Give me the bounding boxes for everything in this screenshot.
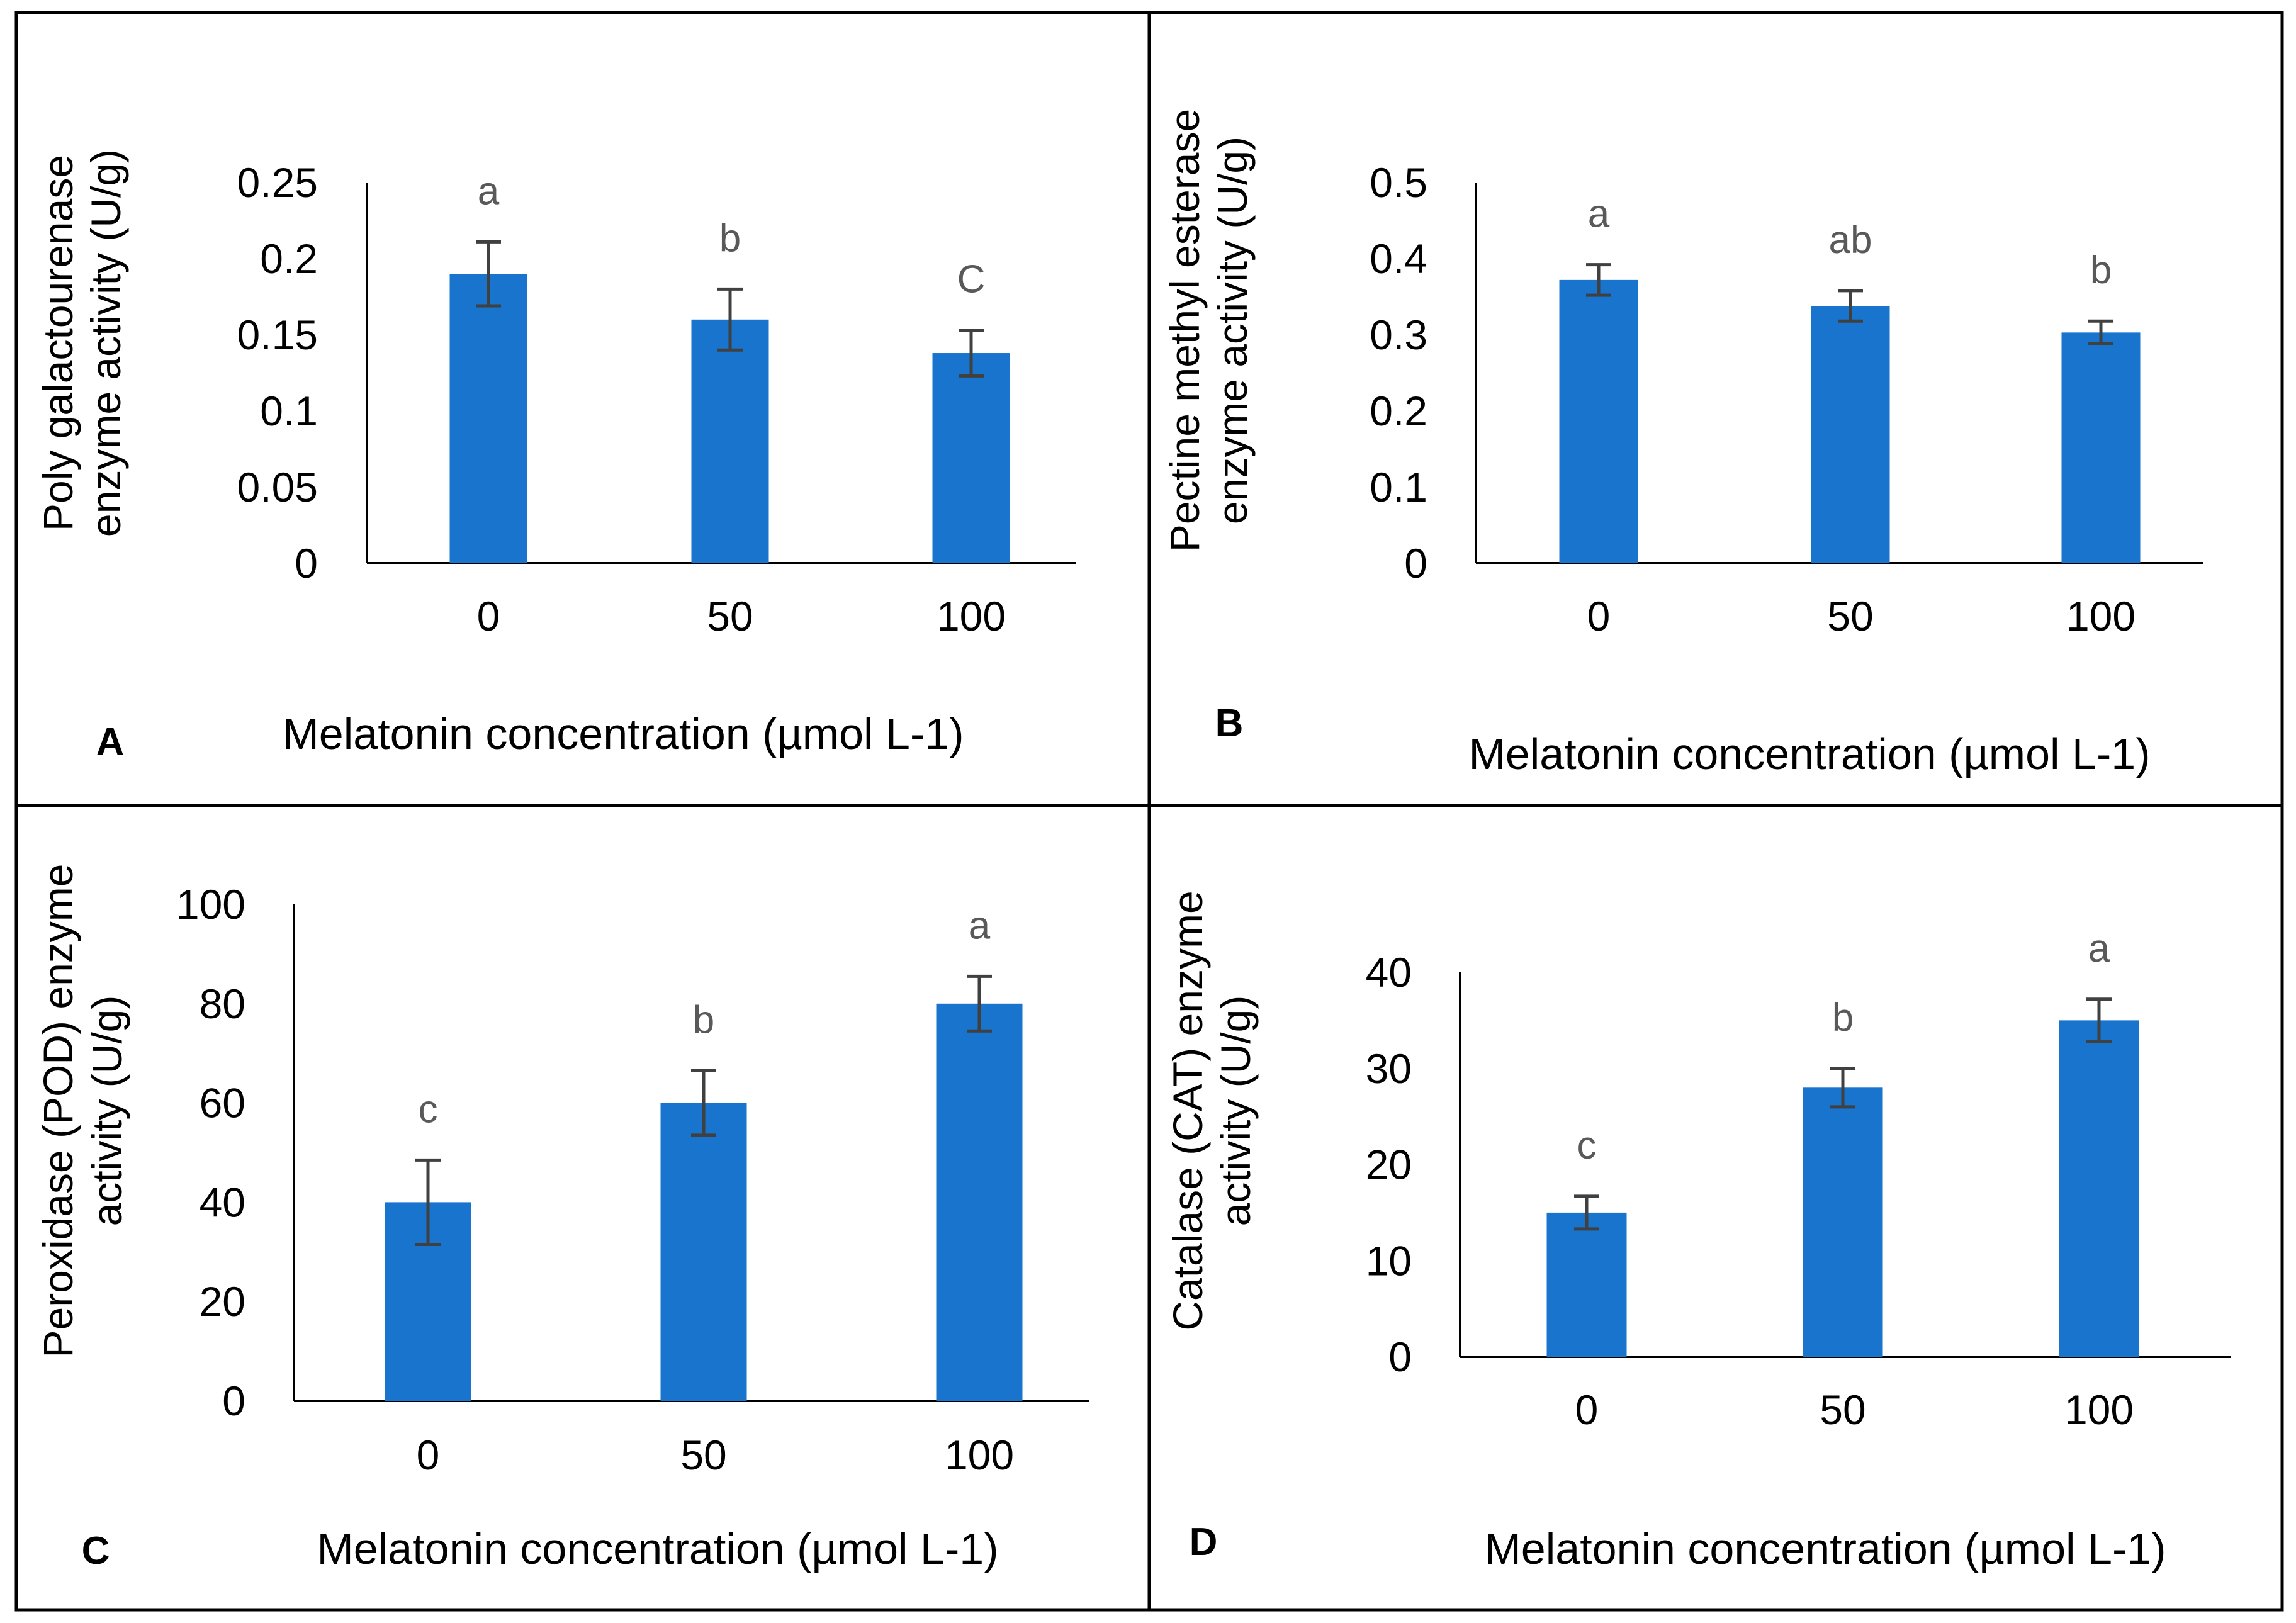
- significance-letter: c: [419, 1087, 438, 1131]
- y-tick-label: 0.05: [237, 464, 318, 510]
- y-tick-label: 0: [295, 540, 318, 587]
- bar-50: [1811, 306, 1890, 563]
- panel-label: D: [1190, 1520, 1218, 1564]
- error-bar: [2088, 319, 2113, 346]
- y-tick-label: 0: [1404, 540, 1427, 587]
- bar-50: [660, 1103, 747, 1401]
- x-tick-label: 100: [2066, 593, 2136, 639]
- panel-label: B: [1215, 702, 1244, 745]
- error-bar: [476, 240, 501, 308]
- y-tick-label: 100: [176, 881, 245, 928]
- x-tick-label: 0: [1575, 1386, 1599, 1433]
- y-tick-label: 0.2: [260, 235, 318, 282]
- bar-50: [1803, 1087, 1883, 1357]
- significance-letter: c: [1577, 1124, 1597, 1167]
- y-axis-label: enzyme activity (U/g): [1209, 137, 1256, 524]
- panel-c: 0 20 40 60 80 100 c 0 b 50 a 100 Peroxidase (POD) en…: [35, 864, 1089, 1573]
- error-bar: [959, 329, 984, 378]
- y-tick-label: 0.5: [1370, 159, 1427, 206]
- error-bar: [691, 1069, 716, 1137]
- panel-d: 0 10 20 30 40 c 0 b 50 a 100 Catalase (CAT) enzyme a…: [1164, 890, 2231, 1573]
- error-bar: [415, 1158, 441, 1246]
- x-axis-label: Melatonin concentration (µmol L-1): [282, 709, 964, 758]
- x-tick-label: 100: [2064, 1386, 2134, 1433]
- y-axis-label: enzyme activity (U/g): [82, 149, 129, 537]
- y-tick-label: 0.3: [1370, 312, 1427, 358]
- y-tick-label: 0: [222, 1378, 245, 1424]
- y-axis-label: activity (U/g): [1212, 996, 1259, 1227]
- significance-letter: b: [1832, 996, 1854, 1040]
- bar-0: [449, 274, 527, 563]
- bar-100: [936, 1003, 1023, 1401]
- y-tick-label: 0.15: [237, 312, 318, 358]
- significance-letter: b: [693, 998, 714, 1042]
- y-tick-label: 0.1: [260, 388, 318, 434]
- error-bar: [1574, 1194, 1599, 1231]
- y-tick-label: 0.4: [1370, 235, 1427, 282]
- y-tick-label: 40: [1366, 949, 1412, 996]
- panel-label: A: [96, 721, 125, 764]
- y-tick-label: 60: [200, 1080, 245, 1126]
- error-bar: [1586, 263, 1611, 297]
- significance-letter: a: [2088, 927, 2110, 970]
- panel-b: 0 0.1 0.2 0.3 0.4 0.5 a 0 ab 50 b 100 Pectine methyl…: [1161, 109, 2203, 778]
- x-axis-label: Melatonin concentration (µmol L-1): [1484, 1524, 2166, 1573]
- bar-100: [932, 353, 1010, 563]
- panel-label: C: [82, 1529, 110, 1573]
- y-axis-label: Poly galactourenase: [35, 155, 81, 531]
- panel-a: 0 0.05 0.1 0.15 0.2 0.25 a 0 b 50 C 100 Poly galacto…: [35, 149, 1076, 764]
- significance-letter: C: [957, 258, 986, 301]
- x-tick-label: 100: [937, 593, 1006, 639]
- bar-50: [691, 319, 769, 563]
- y-tick-label: 0.1: [1370, 464, 1427, 510]
- significance-letter: a: [478, 169, 500, 213]
- significance-letter: a: [1588, 193, 1610, 236]
- x-tick-label: 50: [707, 593, 753, 639]
- y-axis-label: Peroxidase (POD) enzyme: [35, 864, 81, 1358]
- y-tick-label: 0: [1388, 1334, 1412, 1380]
- y-tick-label: 40: [200, 1179, 245, 1225]
- x-tick-label: 0: [1587, 593, 1611, 639]
- x-tick-label: 50: [1820, 1386, 1866, 1433]
- error-bar: [1838, 289, 1863, 323]
- bar-100: [2061, 332, 2141, 563]
- y-tick-label: 10: [1366, 1237, 1412, 1284]
- error-bar: [967, 974, 992, 1033]
- x-tick-label: 50: [680, 1432, 726, 1478]
- y-tick-label: 20: [200, 1278, 245, 1325]
- error-bar: [718, 287, 743, 352]
- x-tick-label: 0: [477, 593, 500, 639]
- x-tick-label: 0: [417, 1432, 440, 1478]
- significance-letter: b: [2090, 249, 2112, 292]
- panel-borders: [14, 11, 2284, 1612]
- error-bar: [2086, 997, 2112, 1043]
- x-tick-label: 100: [945, 1432, 1014, 1478]
- y-axis-label: Pectine methyl esterase: [1161, 109, 1208, 552]
- y-tick-label: 0.25: [237, 159, 318, 206]
- y-tick-label: 0.2: [1370, 388, 1427, 434]
- error-bar: [1830, 1067, 1855, 1109]
- bar-0: [1546, 1212, 1627, 1357]
- significance-letter: a: [969, 904, 991, 947]
- y-tick-label: 80: [200, 980, 245, 1027]
- significance-letter: b: [719, 216, 741, 260]
- y-tick-label: 20: [1366, 1142, 1412, 1188]
- significance-letter: ab: [1829, 218, 1872, 262]
- y-axis-label: activity (U/g): [84, 996, 130, 1227]
- x-tick-label: 50: [1827, 593, 1873, 639]
- y-tick-label: 30: [1366, 1045, 1412, 1092]
- bar-0: [1559, 279, 1638, 563]
- x-axis-label: Melatonin concentration (µmol L-1): [1468, 729, 2150, 778]
- bar-100: [2059, 1020, 2139, 1357]
- x-axis-label: Melatonin concentration (µmol L-1): [317, 1524, 998, 1573]
- y-axis-label: Catalase (CAT) enzyme: [1164, 890, 1211, 1330]
